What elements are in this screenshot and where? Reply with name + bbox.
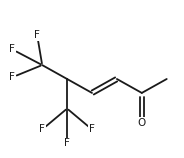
Text: F: F	[9, 72, 15, 82]
Text: O: O	[138, 118, 146, 128]
Text: F: F	[9, 44, 15, 54]
Text: F: F	[64, 138, 70, 148]
Text: F: F	[39, 125, 45, 134]
Text: F: F	[89, 125, 95, 134]
Text: F: F	[34, 30, 40, 40]
